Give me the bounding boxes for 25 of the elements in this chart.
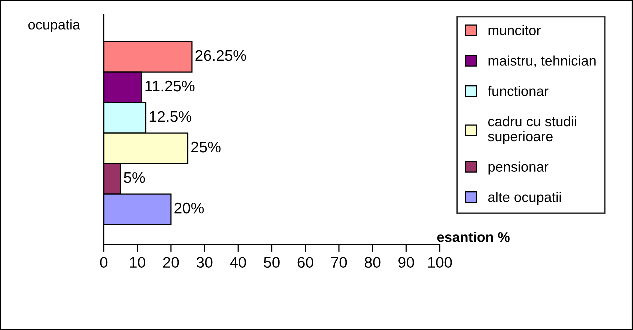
x-tick-label: 0 [100, 257, 108, 268]
x-tick-label: 80 [364, 257, 381, 268]
x-tick-label: 100 [428, 257, 452, 268]
x-tick-label: 10 [130, 257, 146, 268]
x-axis-title: esantion % [437, 232, 510, 242]
legend-label: alte ocupatii [488, 192, 562, 206]
x-tick-label: 50 [264, 257, 280, 268]
legend-label: cadru cu studii superioare [488, 116, 576, 144]
y-axis-title: ocupatia [28, 20, 80, 33]
legend-label: muncitor [488, 25, 541, 36]
data-label: 11.25% [146, 80, 195, 92]
data-label: 5% [124, 172, 146, 184]
legend-label: maistru, tehnician [488, 56, 596, 68]
x-tick-label: 30 [196, 257, 213, 268]
data-label: 26.25% [196, 50, 246, 62]
x-tick-label: 20 [163, 257, 180, 268]
data-label: 12.5% [150, 111, 192, 122]
legend-label: pensionar [488, 162, 549, 175]
legend-label: functionar [488, 86, 549, 96]
data-label: 20% [174, 202, 204, 214]
x-tick-label: 90 [398, 257, 414, 268]
data-label: 25% [192, 142, 221, 153]
x-tick-label: 70 [331, 257, 348, 268]
x-tick-label: 40 [230, 257, 246, 268]
x-tick-label: 60 [298, 257, 314, 268]
